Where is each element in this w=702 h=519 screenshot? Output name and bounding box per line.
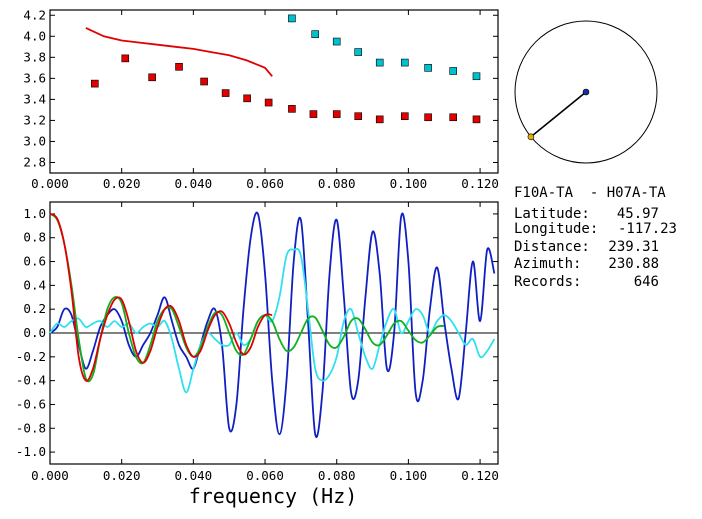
y-tick-label: -0.4 (16, 373, 46, 388)
series-line (49, 211, 496, 438)
data-point (424, 113, 432, 122)
x-tick-label: 0.000 (31, 468, 69, 483)
bottom-plot-marks (49, 211, 496, 438)
info-label: Records: (514, 274, 581, 290)
data-point (121, 54, 130, 63)
data-point (332, 37, 341, 46)
data-point (200, 77, 208, 86)
x-tick-label: 0.060 (246, 176, 284, 191)
station-point (527, 133, 535, 141)
data-point (311, 30, 320, 38)
top-x-ticks: 0.000 0.020 0.040 0.060 0.080 0.100 0.120 (31, 10, 499, 191)
y-tick-label: -0.6 (16, 396, 46, 411)
y-tick-label: 2.8 (23, 154, 46, 169)
y-tick-label: 0.0 (23, 325, 46, 340)
data-point (449, 113, 458, 122)
y-tick-label: -0.2 (16, 349, 46, 364)
x-axis-label: frequency (Hz) (189, 484, 358, 508)
top-y-ticks: 2.8 3.0 3.2 3.4 3.6 3.8 4.0 4.2 (23, 7, 498, 169)
info-row-distance: Distance: 239.31 (514, 239, 659, 255)
info-value: -117.23 (618, 221, 677, 237)
data-point (91, 79, 99, 88)
map-circle (514, 20, 658, 164)
data-point (264, 98, 273, 107)
y-tick-label: -0.8 (16, 420, 46, 435)
info-label: Azimuth: (514, 256, 581, 272)
data-point (354, 48, 363, 56)
azimuth-map (514, 20, 658, 164)
info-row-latitude: Latitude: 45.97 (514, 206, 659, 222)
info-value: 646 (634, 274, 659, 290)
data-point (472, 72, 481, 81)
data-point (148, 73, 156, 82)
y-tick-label: 4.0 (23, 28, 46, 43)
y-tick-label: -1.0 (16, 444, 46, 459)
x-tick-label: 0.060 (246, 468, 284, 483)
x-tick-label: 0.000 (31, 176, 69, 191)
info-value: 239.31 (608, 239, 659, 255)
series-line (85, 27, 273, 77)
x-tick-label: 0.020 (103, 468, 141, 483)
data-point (401, 58, 409, 67)
y-tick-label: 3.4 (23, 91, 46, 106)
data-point (175, 62, 183, 71)
y-tick-label: 0.2 (23, 301, 46, 316)
data-point (221, 89, 230, 97)
azimuth-line (530, 91, 587, 138)
y-tick-label: 1.0 (23, 206, 46, 221)
x-tick-label: 0.080 (318, 468, 356, 483)
y-tick-label: 0.6 (23, 254, 46, 269)
y-tick-label: 0.8 (23, 230, 46, 245)
info-value: 45.97 (617, 206, 659, 222)
bottom-x-ticks: 0.000 0.020 0.040 0.060 0.080 0.100 0.120 (31, 202, 499, 483)
x-tick-label: 0.100 (390, 176, 428, 191)
y-tick-label: 3.6 (23, 70, 46, 85)
top-panel: 2.8 3.0 3.2 3.4 3.6 3.8 4.0 4.2 0.000 0.020 0.040… (23, 7, 498, 191)
info-label: Latitude: (514, 206, 590, 222)
data-point (288, 105, 296, 113)
x-tick-label: 0.040 (175, 176, 213, 191)
series-line (49, 213, 445, 383)
info-label: Distance: (514, 239, 590, 255)
x-tick-label: 0.040 (175, 468, 213, 483)
info-value: 230.88 (608, 256, 659, 272)
x-tick-label: 0.020 (103, 176, 141, 191)
station-info: F10A-TA - H07A-TA Latitude: 45.97 Longit… (514, 185, 677, 290)
data-point (472, 115, 481, 124)
info-row-longitude: Longitude: -117.23 (514, 221, 677, 237)
info-row-azimuth: Azimuth: 230.88 (514, 256, 659, 272)
data-point (243, 94, 251, 103)
y-tick-label: 3.2 (23, 112, 46, 127)
station-pair: F10A-TA - H07A-TA (514, 185, 666, 201)
info-label: Longitude: (514, 221, 598, 237)
data-point (309, 110, 318, 118)
top-plot-marks (85, 14, 481, 124)
y-tick-label: 3.8 (23, 49, 46, 64)
x-tick-label: 0.100 (390, 468, 428, 483)
station-point (582, 88, 590, 96)
data-point (449, 67, 458, 75)
data-point (354, 112, 363, 121)
x-tick-label: 0.080 (318, 176, 356, 191)
data-point (424, 64, 432, 72)
bottom-panel: 1.0 0.8 0.6 0.4 0.2 0.0 -0.2 -0.4 -0.6 -0.8 -1.0 0… (16, 201, 499, 508)
y-tick-label: 3.0 (23, 133, 46, 148)
data-point (375, 58, 384, 67)
data-point (375, 115, 384, 124)
x-tick-label: 0.120 (461, 468, 499, 483)
series-line (49, 213, 273, 382)
y-tick-label: 0.4 (23, 277, 46, 292)
info-row-records: Records: 646 (514, 274, 659, 290)
data-point (401, 112, 409, 121)
y-tick-label: 4.2 (23, 7, 46, 22)
data-point (288, 14, 296, 23)
bottom-y-ticks: 1.0 0.8 0.6 0.4 0.2 0.0 -0.2 -0.4 -0.6 -0.8 -1.0 (16, 206, 498, 459)
top-plot-frame (49, 9, 499, 174)
map-marks (527, 88, 590, 141)
data-point (332, 110, 341, 118)
x-tick-label: 0.120 (461, 176, 499, 191)
